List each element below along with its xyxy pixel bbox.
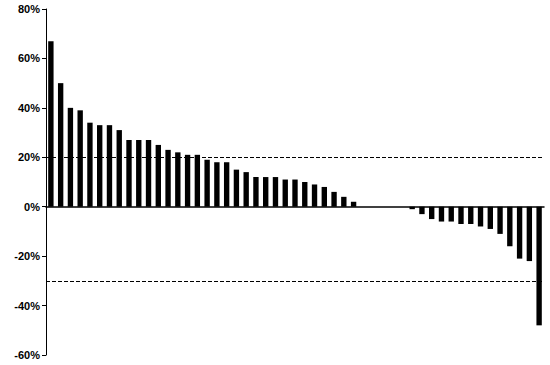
svg-text:-60%: -60% — [14, 349, 40, 361]
svg-text:40%: 40% — [18, 102, 40, 114]
svg-text:-20%: -20% — [14, 250, 40, 262]
svg-text:0%: 0% — [24, 201, 40, 213]
svg-text:60%: 60% — [18, 52, 40, 64]
svg-text:80%: 80% — [18, 3, 40, 15]
svg-text:-40%: -40% — [14, 300, 40, 312]
svg-text:20%: 20% — [18, 151, 40, 163]
